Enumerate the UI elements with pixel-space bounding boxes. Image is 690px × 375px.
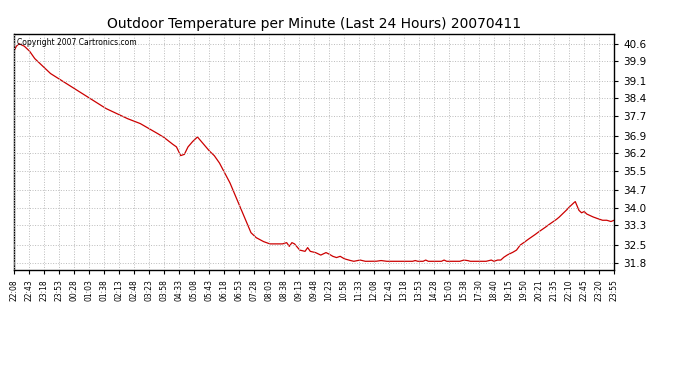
Title: Outdoor Temperature per Minute (Last 24 Hours) 20070411: Outdoor Temperature per Minute (Last 24 … [107,17,521,31]
Text: Copyright 2007 Cartronics.com: Copyright 2007 Cartronics.com [17,39,137,48]
